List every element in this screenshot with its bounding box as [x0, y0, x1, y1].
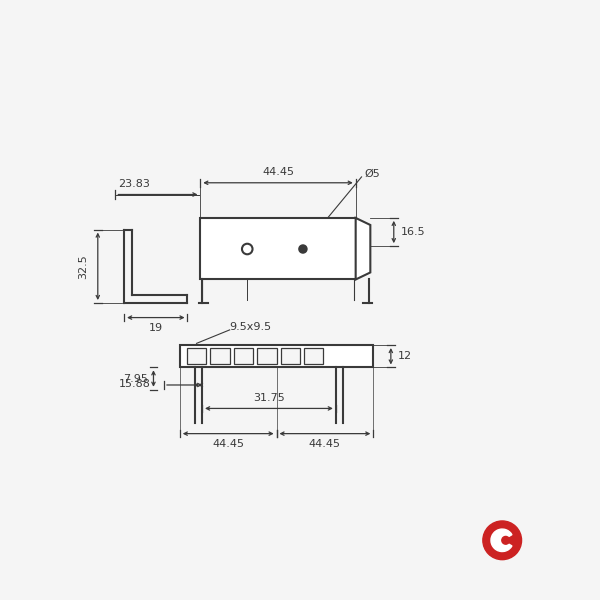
- Bar: [200, 218, 356, 280]
- Circle shape: [483, 521, 521, 560]
- Bar: [281, 348, 300, 364]
- Bar: [304, 348, 323, 364]
- Text: 23.83: 23.83: [118, 179, 150, 189]
- Wedge shape: [491, 529, 512, 551]
- Text: 44.45: 44.45: [262, 167, 294, 177]
- Bar: [187, 348, 206, 364]
- Text: 16.5: 16.5: [401, 227, 425, 237]
- Text: 15.88: 15.88: [119, 379, 151, 389]
- Bar: [180, 345, 373, 367]
- Circle shape: [299, 245, 307, 253]
- Circle shape: [502, 536, 509, 544]
- Text: 7.95: 7.95: [123, 374, 148, 383]
- Text: 19: 19: [149, 323, 163, 333]
- Bar: [211, 348, 230, 364]
- Text: 32.5: 32.5: [78, 254, 88, 278]
- Text: 31.75: 31.75: [253, 393, 285, 403]
- Bar: [234, 348, 253, 364]
- Bar: [257, 348, 277, 364]
- Text: 44.45: 44.45: [212, 439, 244, 449]
- Text: 12: 12: [398, 351, 412, 361]
- Polygon shape: [356, 218, 370, 280]
- Text: 9.5x9.5: 9.5x9.5: [230, 322, 272, 332]
- Text: 44.45: 44.45: [309, 439, 341, 449]
- Text: Ø5: Ø5: [364, 169, 380, 179]
